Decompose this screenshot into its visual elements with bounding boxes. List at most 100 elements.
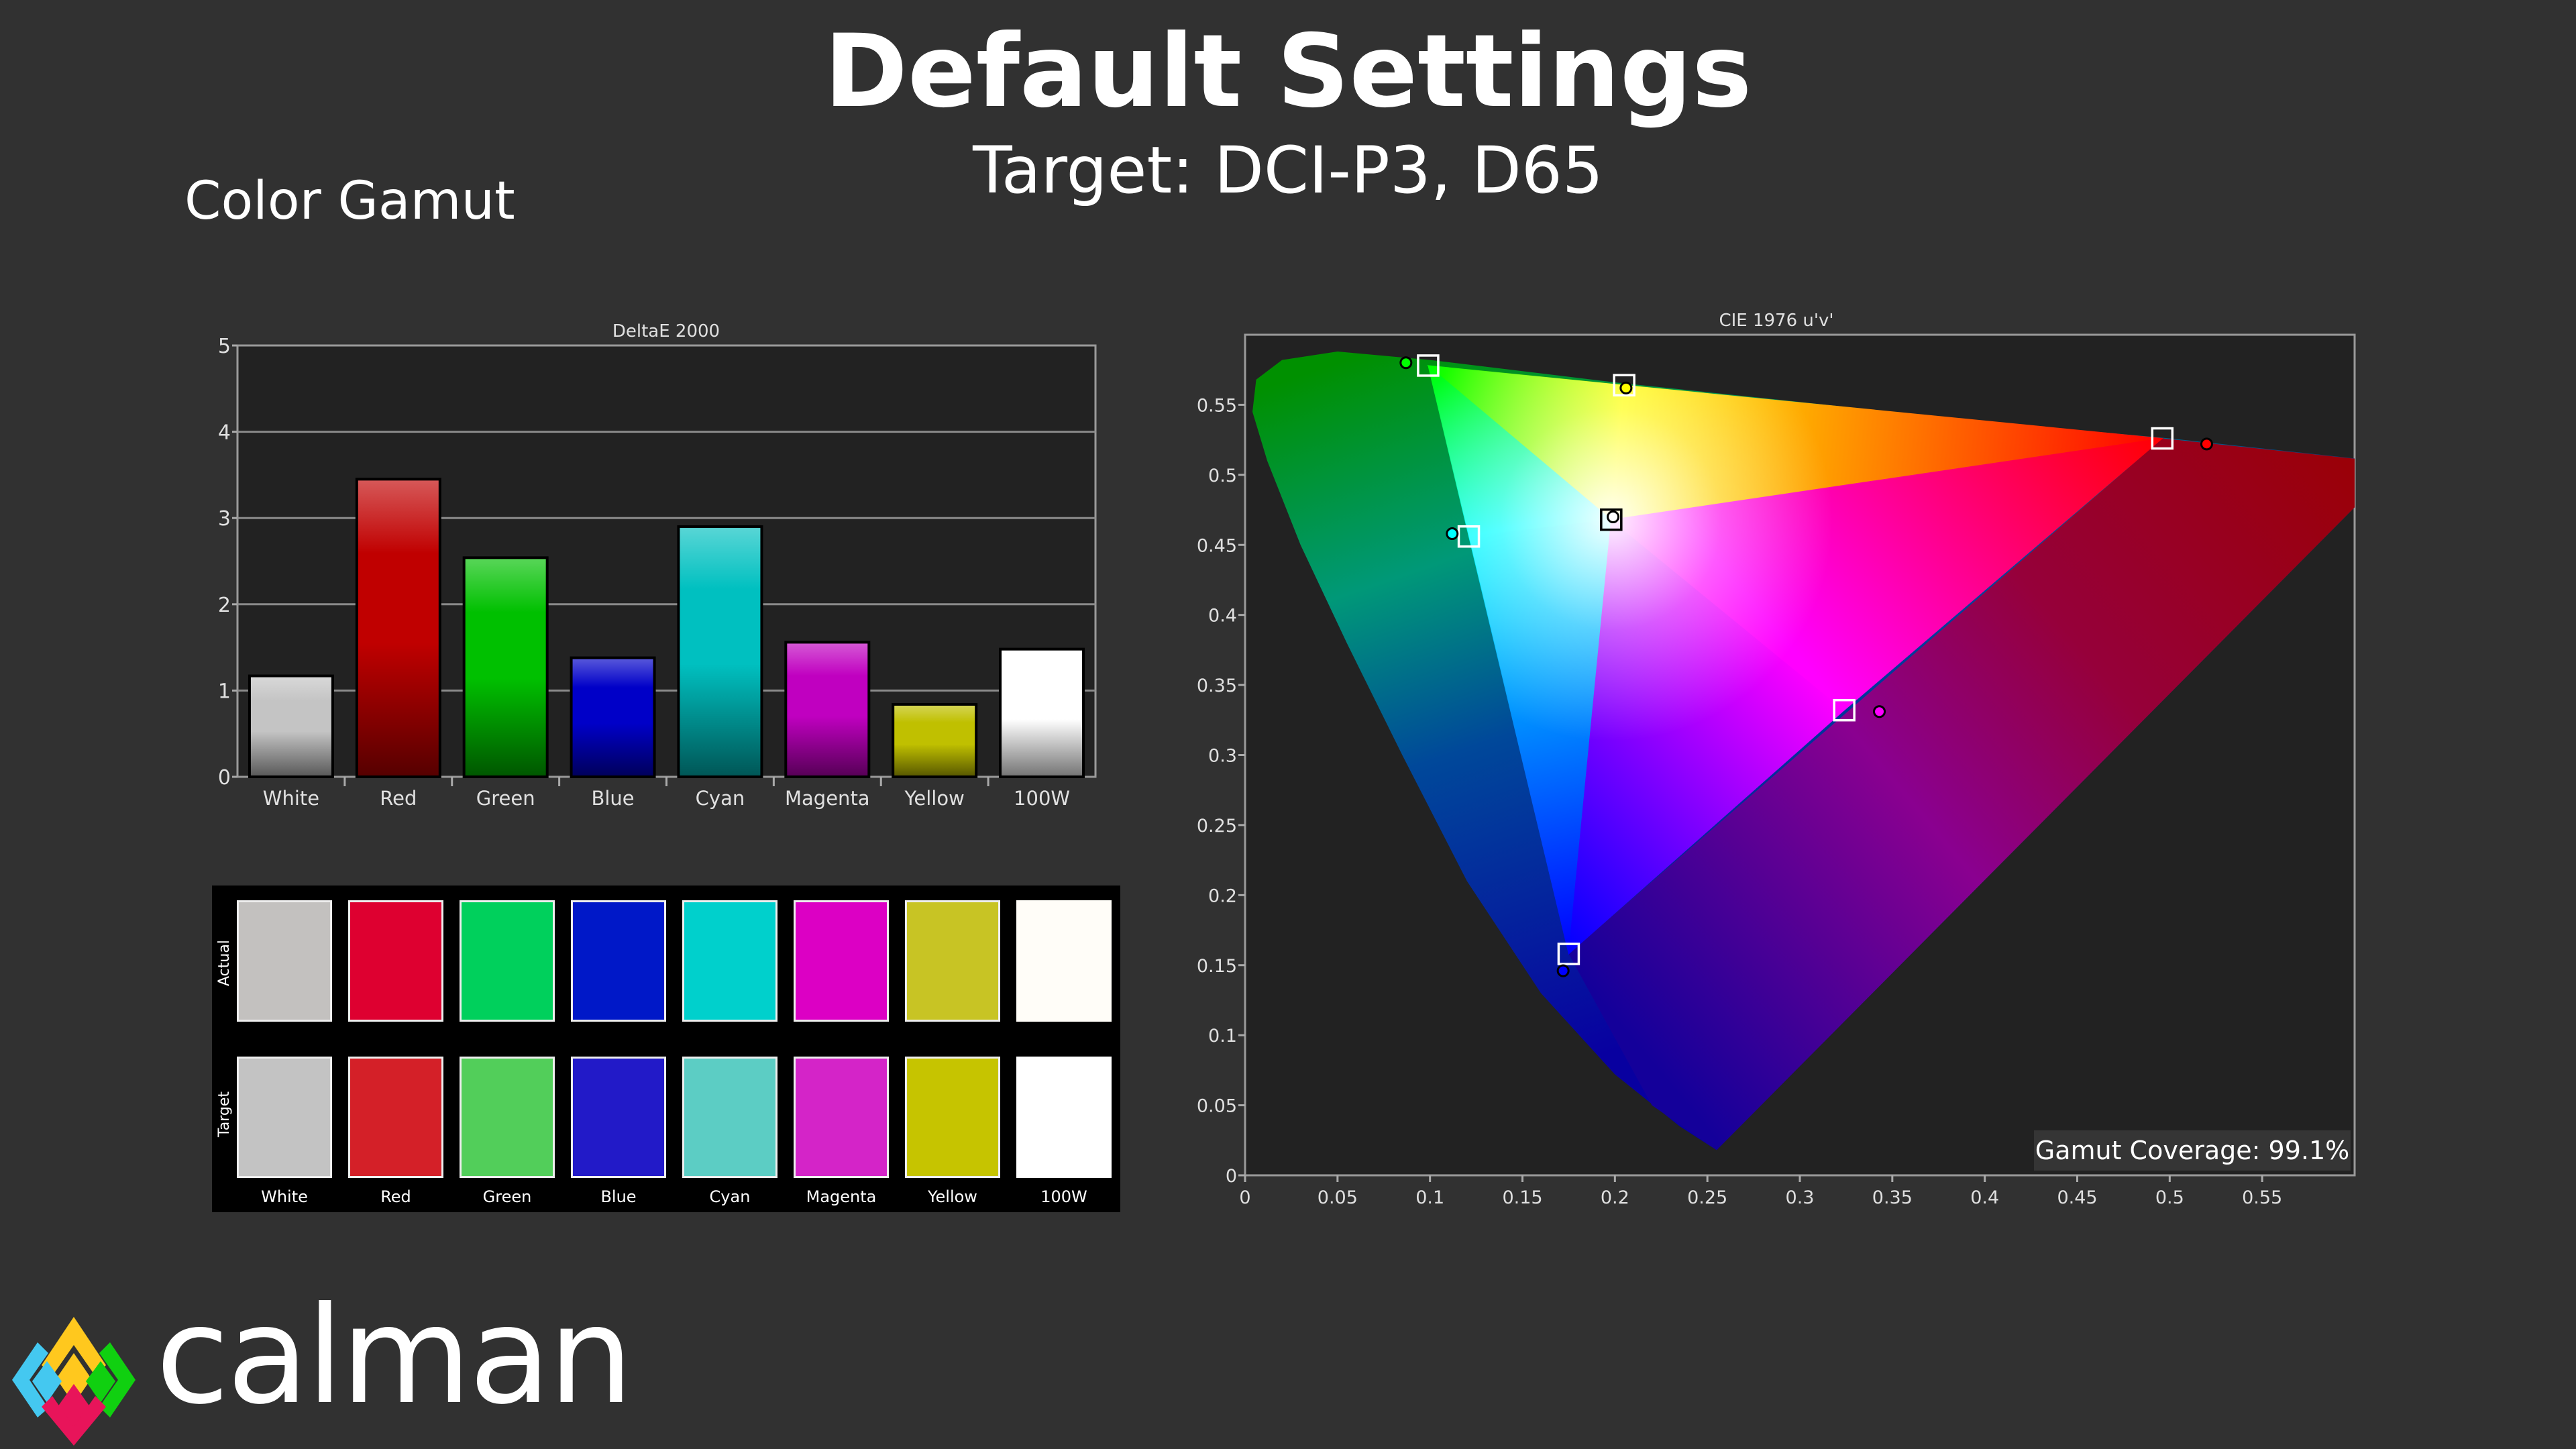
swatch-actual-green	[460, 900, 555, 1022]
bar-cyan	[677, 525, 763, 778]
actual-marker-cyan	[1446, 527, 1459, 541]
swatch-actual-red	[348, 900, 443, 1022]
bar-green	[462, 556, 549, 779]
x-tick-label: 0.2	[1601, 1187, 1629, 1208]
bar-chart-title: DeltaE 2000	[612, 321, 720, 341]
target-marker-white	[1600, 508, 1623, 531]
outer-gamut-region	[1568, 438, 2355, 1150]
target-marker-red	[2151, 427, 2174, 450]
x-tick-label: 0.4	[1970, 1187, 1999, 1208]
swatch-target-yellow	[905, 1057, 1000, 1178]
x-tick-label: 0.55	[2242, 1187, 2282, 1208]
target-marker-magenta	[1833, 698, 1856, 722]
target-marker-cyan	[1457, 525, 1481, 548]
actual-marker-green	[1399, 356, 1413, 370]
swatch-target-white	[237, 1057, 332, 1178]
y-tick-label: 1	[218, 680, 231, 703]
swatch-actual-cyan	[682, 900, 777, 1022]
page-title: Default Settings	[824, 13, 1752, 130]
y-tick-label: 5	[218, 335, 231, 358]
x-tick-label: 0.1	[1415, 1187, 1444, 1208]
swatch-label: White	[261, 1187, 308, 1206]
swatch-label: Magenta	[806, 1187, 877, 1206]
x-tick-label: Magenta	[785, 787, 870, 810]
bar-blue	[570, 656, 656, 778]
x-tick-label: 0.35	[1872, 1187, 1913, 1208]
target-marker-blue	[1557, 943, 1580, 965]
y-tick-label: 0.3	[1208, 746, 1237, 767]
y-tick-label: 0	[1226, 1166, 1237, 1187]
bar-magenta	[784, 641, 871, 778]
x-tick-label: 0.15	[1502, 1187, 1542, 1208]
y-tick-label: 0.05	[1197, 1096, 1237, 1117]
y-tick-label: 2	[218, 594, 231, 617]
x-tick-label: 100W	[1014, 787, 1070, 810]
swatch-target-100w	[1016, 1057, 1112, 1178]
swatch-label: Green	[482, 1187, 532, 1206]
x-tick-label: Blue	[591, 787, 634, 810]
bar-100w	[999, 647, 1085, 778]
swatch-actual-magenta	[794, 900, 889, 1022]
page-subtitle: Target: DCI-P3, D65	[973, 133, 1603, 208]
actual-marker-white	[1607, 510, 1620, 523]
bar-yellow	[892, 702, 978, 778]
x-tick-label: Red	[380, 787, 417, 810]
swatch-label: 100W	[1040, 1187, 1087, 1206]
target-marker-green	[1417, 354, 1440, 377]
target-marker-yellow	[1613, 374, 1635, 396]
swatch-label: Cyan	[709, 1187, 751, 1206]
row-label-actual: Actual	[216, 940, 233, 986]
y-tick-label: 3	[218, 507, 231, 531]
x-tick-label: Yellow	[904, 787, 965, 810]
gamut-coverage-label: Gamut Coverage:	[2035, 1136, 2261, 1165]
x-tick-label: White	[263, 787, 319, 810]
x-tick-label: 0.5	[2155, 1187, 2184, 1208]
y-tick-label: 0.1	[1208, 1026, 1237, 1046]
actual-marker-red	[2200, 437, 2213, 451]
x-tick-label: Cyan	[696, 787, 745, 810]
y-tick-label: 0.35	[1197, 676, 1237, 696]
swatch-target-blue	[571, 1057, 666, 1178]
bar-white	[248, 674, 334, 779]
y-tick-label: 0.55	[1197, 395, 1237, 416]
section-title: Color Gamut	[184, 171, 515, 231]
swatch-label: Blue	[600, 1187, 637, 1206]
actual-marker-blue	[1556, 964, 1570, 977]
swatch-target-red	[348, 1057, 443, 1178]
swatch-actual-100w	[1016, 900, 1112, 1022]
row-label-target: Target	[216, 1091, 233, 1137]
swatch-label: Yellow	[928, 1187, 977, 1206]
gamut-coverage-readout: Gamut Coverage: 99.1%	[2034, 1130, 2351, 1171]
y-tick-label: 0.25	[1197, 816, 1237, 837]
swatch-target-magenta	[794, 1057, 889, 1178]
x-tick-label: 0.3	[1786, 1187, 1815, 1208]
y-tick-label: 0.45	[1197, 535, 1237, 556]
actual-marker-magenta	[1873, 705, 1886, 718]
swatch-actual-yellow	[905, 900, 1000, 1022]
swatch-actual-white	[237, 900, 332, 1022]
y-tick-label: 0.2	[1208, 885, 1237, 906]
x-tick-label: 0.05	[1318, 1187, 1358, 1208]
y-tick-label: 0.15	[1197, 956, 1237, 977]
swatch-panel: Actual Target White Red Green Blue Cyan Magen…	[212, 885, 1120, 1212]
cie-chart-title: CIE 1976 u'v'	[1719, 311, 1833, 331]
x-tick-label: 0.45	[2057, 1187, 2097, 1208]
swatch-target-green	[460, 1057, 555, 1178]
actual-marker-yellow	[1619, 381, 1633, 394]
bar-red	[355, 478, 441, 779]
swatch-target-cyan	[682, 1057, 777, 1178]
calman-logo-text: calman	[156, 1278, 633, 1434]
x-tick-label: 0	[1239, 1187, 1250, 1208]
x-tick-label: Green	[476, 787, 535, 810]
calman-logo-icon	[12, 1317, 136, 1446]
y-tick-label: 0.4	[1208, 606, 1237, 627]
swatch-actual-blue	[571, 900, 666, 1022]
x-tick-label: 0.25	[1687, 1187, 1727, 1208]
y-tick-label: 4	[218, 421, 231, 445]
swatch-label: Red	[380, 1187, 411, 1206]
y-tick-label: 0.5	[1208, 466, 1237, 486]
gamut-coverage-value: 99.1%	[2268, 1136, 2350, 1165]
y-tick-label: 0	[218, 766, 231, 790]
